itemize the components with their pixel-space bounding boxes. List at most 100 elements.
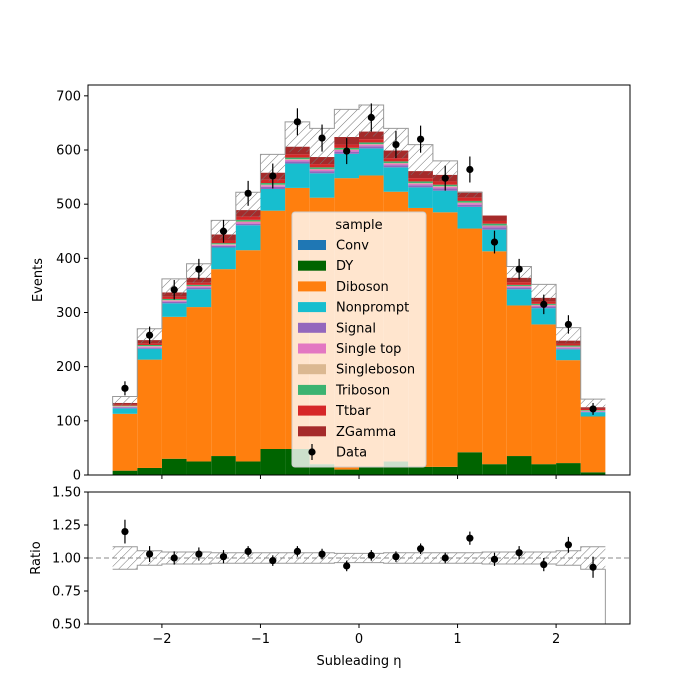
- ratio-point: [195, 550, 203, 558]
- bar: [383, 163, 409, 164]
- bar: [383, 158, 409, 162]
- data-point: [392, 140, 400, 149]
- bar: [457, 206, 483, 229]
- bar: [309, 168, 335, 170]
- legend-label: Singleboson: [336, 363, 415, 378]
- bar: [309, 164, 335, 168]
- ratio-point: [416, 545, 425, 553]
- bar: [457, 204, 483, 207]
- ratio-y-axis-title: Ratio: [29, 541, 44, 574]
- legend-swatch: [298, 322, 326, 333]
- ratio-point: [244, 547, 252, 556]
- bar: [137, 347, 162, 349]
- ratio-y-tick-label: 1.50: [52, 486, 81, 501]
- ratio-point: [589, 563, 597, 571]
- bar: [186, 282, 212, 285]
- bar: [285, 157, 310, 160]
- data-point: [195, 265, 203, 273]
- ratio-y-axis: 0.50 0.75 1.00 1.25 1.50: [52, 486, 88, 633]
- bar: [359, 146, 384, 149]
- bar: [211, 456, 236, 475]
- bar: [531, 308, 557, 325]
- bar: [383, 165, 409, 168]
- bar: [457, 203, 483, 205]
- bar: [506, 282, 532, 285]
- bar: [457, 202, 483, 204]
- legend-swatch: [298, 302, 326, 313]
- bar: [531, 324, 557, 465]
- bar: [556, 347, 581, 349]
- data-point: [219, 227, 228, 235]
- ratio-band-bin: [457, 552, 483, 564]
- bar: [506, 289, 532, 306]
- bar: [408, 466, 433, 475]
- bar: [359, 144, 384, 147]
- bar: [359, 142, 384, 145]
- ratio-y-tick-label: 1.25: [52, 519, 81, 534]
- bar: [285, 159, 310, 162]
- data-point: [170, 286, 178, 294]
- bar: [383, 167, 409, 192]
- data-point: [367, 113, 375, 122]
- bar: [235, 221, 261, 223]
- legend-swatch: [298, 384, 326, 395]
- bar: [556, 463, 581, 475]
- y-tick-label: 400: [56, 252, 81, 267]
- bar: [186, 287, 212, 290]
- legend-marker: [308, 448, 316, 456]
- bar: [186, 286, 212, 288]
- legend-label: Triboson: [335, 383, 390, 398]
- legend-label: Ttbar: [335, 404, 371, 419]
- bar: [112, 406, 138, 407]
- ratio-point: [343, 562, 351, 570]
- data-point: [416, 135, 425, 143]
- bar: [457, 200, 483, 203]
- data-point: [441, 174, 449, 182]
- bar: [285, 163, 310, 188]
- bar: [556, 345, 581, 347]
- y-tick-label: 100: [56, 414, 81, 429]
- bar: [186, 284, 212, 286]
- ratio-band-upper: [112, 546, 606, 554]
- ratio-point: [121, 528, 129, 536]
- bar: [556, 343, 581, 346]
- bar: [112, 413, 138, 471]
- legend-swatch: [298, 343, 326, 354]
- bar: [186, 285, 212, 287]
- bar: [359, 148, 384, 176]
- bar: [359, 139, 384, 143]
- bar: [211, 245, 236, 248]
- bar: [309, 464, 335, 475]
- bar: [137, 345, 162, 347]
- y-tick-label: 700: [56, 89, 81, 104]
- bar: [506, 287, 532, 290]
- bar: [383, 163, 409, 166]
- bar: [383, 161, 409, 163]
- x-tick-label: 2: [552, 632, 560, 647]
- bar: [482, 227, 507, 230]
- bar: [285, 154, 310, 158]
- bar: [408, 178, 433, 182]
- bar: [309, 171, 335, 174]
- legend-entry: Data: [308, 444, 367, 461]
- bar: [137, 359, 162, 468]
- ratio-x-axis: −2 −1 0 1 2: [152, 624, 560, 647]
- bar: [506, 285, 532, 287]
- ratio-point: [145, 550, 154, 558]
- bar: [137, 343, 162, 345]
- ratio-point: [392, 553, 400, 561]
- ratio-point: [170, 554, 178, 562]
- ratio-point: [219, 553, 228, 561]
- ratio-y-tick-label: 0.50: [52, 618, 81, 633]
- bar: [211, 244, 236, 246]
- bar: [580, 472, 606, 475]
- data-point: [145, 331, 154, 339]
- bar: [186, 307, 212, 462]
- legend-entry: Nonprompt: [298, 301, 409, 316]
- bar: [211, 269, 236, 457]
- legend-entry: ZGamma: [298, 425, 396, 440]
- bar: [161, 300, 187, 301]
- main-y-axis-title: Events: [31, 258, 46, 302]
- bar: [112, 408, 138, 414]
